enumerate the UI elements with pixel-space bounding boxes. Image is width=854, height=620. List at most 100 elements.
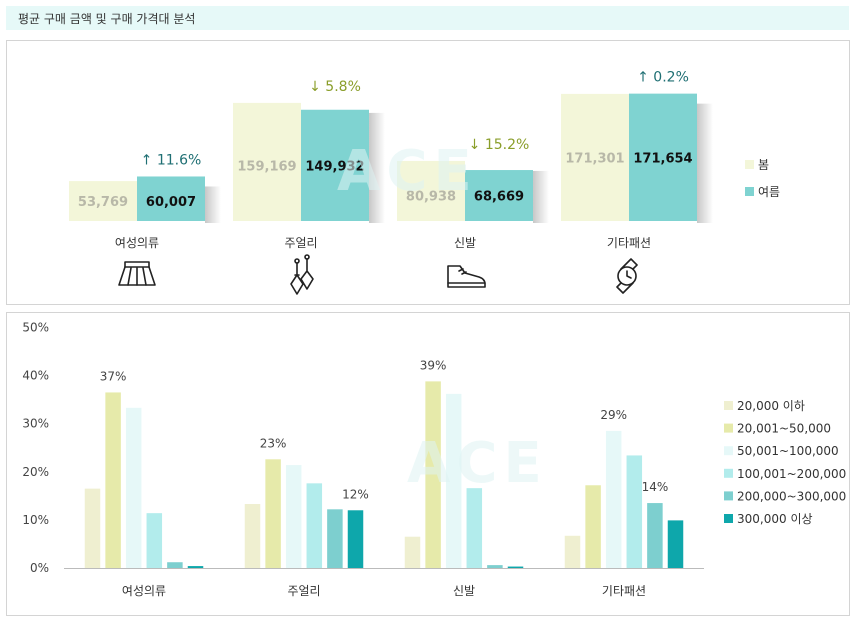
bar-0-1 <box>105 392 121 568</box>
data-label: 14% <box>642 480 669 494</box>
legend-swatch <box>724 446 733 456</box>
bar-3-4 <box>647 503 663 568</box>
bar-summer-3 <box>629 93 697 221</box>
category-label: 여성의류 <box>122 584 166 598</box>
watch-hands <box>626 270 632 279</box>
y-tick-label: 40% <box>22 369 49 383</box>
value-label-spring: 159,169 <box>237 159 296 174</box>
change-label-0: ↑ 11.6% <box>141 152 202 168</box>
bar-1-1 <box>265 459 281 568</box>
legend-label: 100,001~200,000 <box>737 467 846 481</box>
value-label-summer: 68,669 <box>474 190 524 205</box>
data-label: 12% <box>342 487 369 501</box>
category-label: 신발 <box>453 584 475 598</box>
bar-2-5 <box>507 566 524 568</box>
legend-label-spring: 봄 <box>758 158 769 172</box>
bar-3-1 <box>585 485 601 568</box>
bar-shadow <box>369 112 385 223</box>
bar-0-3 <box>146 513 163 568</box>
bar-spring-2 <box>397 160 465 221</box>
y-tick-label: 20% <box>22 465 49 479</box>
bar-summer-2 <box>465 170 533 221</box>
bar-1-3 <box>306 483 323 568</box>
legend-label-summer: 여름 <box>758 185 780 199</box>
category-label: 주얼리 <box>284 236 317 250</box>
data-label: 37% <box>100 369 127 383</box>
section-title-bar: 평균 구매 금액 및 구매 가격대 분석 <box>6 6 849 30</box>
legend: 봄여름 <box>745 158 780 199</box>
y-tick-label: 30% <box>22 417 49 431</box>
legend-swatch <box>724 401 733 410</box>
category-label: 기타패션 <box>607 236 651 250</box>
bar-2-4 <box>487 565 503 568</box>
data-label: 39% <box>420 358 447 372</box>
y-tick-label: 10% <box>22 513 49 527</box>
legend-swatch-spring <box>745 160 754 169</box>
earrings-icon <box>290 254 314 295</box>
bar-2-0 <box>404 536 421 568</box>
earring-right <box>300 258 314 290</box>
sneaker-icon <box>447 265 486 288</box>
legend-label: 20,000 이하 <box>737 399 805 413</box>
category-label: 기타패션 <box>602 584 646 598</box>
bar-3-2 <box>605 430 622 568</box>
average-purchase-panel: ACE 53,769 60,007 ↑ 11.6% 여성의류 159,169 149,93… <box>6 40 850 305</box>
change-label-1: ↓ 5.8% <box>309 79 361 95</box>
bar-2-1 <box>425 381 441 568</box>
price-range-chart: 0% 10% 20% 30% 40% 50% 여성의류 주얼리 신발 기타패션 37% 23% 12% 3… <box>22 321 846 599</box>
sneaker-body <box>447 265 486 288</box>
watch-strap <box>616 258 638 294</box>
legend-label: 50,001~100,000 <box>737 444 839 458</box>
category-label: 여성의류 <box>115 236 159 250</box>
bar-summer-1 <box>301 109 369 221</box>
bar-spring-0 <box>69 181 137 221</box>
legend-label: 20,001~50,000 <box>737 422 831 436</box>
legend-swatch <box>724 468 733 478</box>
earring-hook <box>294 258 300 264</box>
legend-label: 300,000 이상 <box>737 512 813 526</box>
bar-1-4 <box>327 509 343 568</box>
legend: 20,000 이하 20,001~50,000 50,001~100,000 100,… <box>724 399 846 526</box>
change-label-2: ↓ 15.2% <box>469 137 530 153</box>
page-title: 평균 구매 금액 및 구매 가격대 분석 <box>18 12 196 26</box>
bar-shadow <box>697 103 713 223</box>
bar-1-5 <box>347 510 364 568</box>
average-purchase-chart: 53,769 60,007 ↑ 11.6% 여성의류 159,169 149,932 ↓ 5… <box>69 70 780 295</box>
bar-1-0 <box>244 504 261 568</box>
value-label-spring: 53,769 <box>78 195 128 210</box>
y-tick-label: 0% <box>30 561 49 575</box>
sneaker-lines <box>447 268 486 284</box>
watch-face <box>617 266 637 286</box>
earring-hook <box>304 254 310 260</box>
value-label-summer: 149,932 <box>305 159 364 174</box>
skirt-waist <box>124 261 150 268</box>
value-label-spring: 80,938 <box>406 190 456 205</box>
bar-shadow <box>533 170 549 223</box>
bar-0-0 <box>84 488 101 568</box>
price-range-panel: ACE 0% 10% 20% 30% 40% 50% 여성의류 주얼리 신발 기타패션 37% 23%… <box>6 312 850 616</box>
bar-2-3 <box>466 488 483 568</box>
legend-swatch-summer <box>745 187 754 196</box>
skirt-icon <box>118 261 156 286</box>
bar-spring-1 <box>233 102 301 221</box>
bar-3-5 <box>667 520 684 568</box>
bar-2-2 <box>445 393 462 568</box>
bar-3-0 <box>564 535 581 568</box>
data-label: 23% <box>260 436 287 450</box>
category-label: 신발 <box>454 236 476 250</box>
change-label-3: ↑ 0.2% <box>637 70 689 86</box>
legend-swatch <box>724 491 733 501</box>
value-label-spring: 171,301 <box>565 151 624 166</box>
bar-0-4 <box>167 562 183 568</box>
bar-shadow <box>205 186 221 223</box>
bar-0-5 <box>187 566 204 568</box>
legend-swatch <box>724 423 733 433</box>
skirt-pleats <box>127 267 147 286</box>
data-label: 29% <box>600 408 627 422</box>
bar-0-2 <box>125 407 142 568</box>
y-tick-label: 50% <box>22 321 49 335</box>
legend-label: 200,000~300,000 <box>737 489 846 503</box>
watch-icon <box>616 258 638 294</box>
earring-left <box>290 262 304 295</box>
category-label: 주얼리 <box>287 584 320 598</box>
